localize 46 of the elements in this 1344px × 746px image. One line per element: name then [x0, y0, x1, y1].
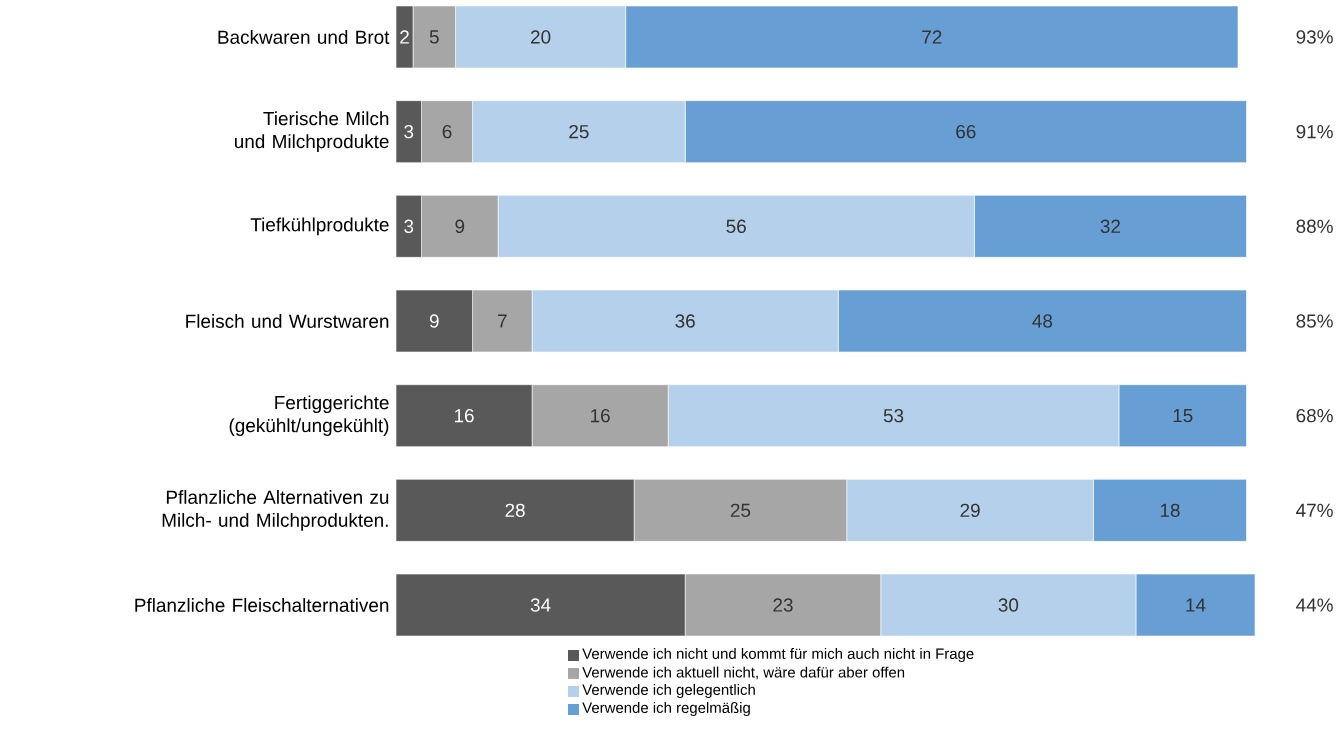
data-label: 32: [1100, 219, 1120, 234]
data-label: 53: [883, 408, 904, 423]
data-label: 28: [505, 503, 525, 518]
data-label: 72: [922, 30, 942, 44]
text: 44%: [1296, 598, 1333, 612]
y-tick-label: Fertiggerichte (gekühlt/ungekühlt): [229, 395, 389, 436]
legend-label: Verwende ich aktuell nicht, wäre dafür aber offen: [582, 666, 905, 680]
y-tick-label: Fleisch und Wurstwaren: [186, 314, 389, 328]
y-tick-label: Tierische Milch und Milchprodukte: [235, 111, 389, 152]
data-label: 30: [998, 598, 1019, 612]
data-label: 18: [1160, 503, 1180, 518]
y-tick-label: Backwaren und Brot: [218, 30, 390, 44]
data-label: 5: [429, 30, 439, 44]
data-label: 3: [404, 124, 414, 139]
data-label: 29: [960, 503, 980, 518]
data-label: 36: [675, 314, 695, 328]
data-label: 9: [455, 219, 465, 234]
text: 93%: [1296, 30, 1333, 44]
y-tick-label: Pflanzliche Alternativen zu Milch- und Milchprodukten.: [162, 490, 389, 531]
data-label: 3: [404, 219, 414, 234]
data-label: 2: [400, 30, 409, 44]
data-label: 20: [531, 30, 551, 44]
data-label: 25: [569, 124, 589, 139]
data-label: 25: [730, 503, 751, 518]
data-label: 14: [1186, 598, 1206, 612]
y-tick-label: Tiefkühlprodukte: [250, 217, 389, 236]
text: 68%: [1296, 408, 1333, 423]
y-tick-label: Pflanzliche Fleischalternativen: [135, 598, 389, 612]
text: 47%: [1296, 503, 1333, 517]
text: 88%: [1296, 219, 1333, 234]
data-label: 6: [442, 124, 452, 139]
data-label: 48: [1032, 314, 1053, 328]
legend-label: Verwende ich gelegentlich: [582, 684, 755, 698]
text: 85%: [1296, 314, 1333, 328]
data-label: 9: [429, 314, 439, 328]
data-label: 66: [956, 124, 976, 139]
legend-label: Verwende ich nicht und kommt für mich auch nicht in Frage: [582, 648, 974, 662]
data-label: 34: [530, 598, 551, 612]
data-label: 56: [726, 219, 746, 234]
data-label: 16: [454, 408, 474, 423]
data-label: 16: [591, 408, 610, 423]
data-label: 15: [1173, 409, 1193, 423]
text: 91%: [1296, 124, 1333, 139]
data-label: 7: [498, 314, 507, 328]
legend-label: Verwende ich regelmäßig: [582, 702, 750, 716]
data-label: 23: [773, 598, 793, 612]
